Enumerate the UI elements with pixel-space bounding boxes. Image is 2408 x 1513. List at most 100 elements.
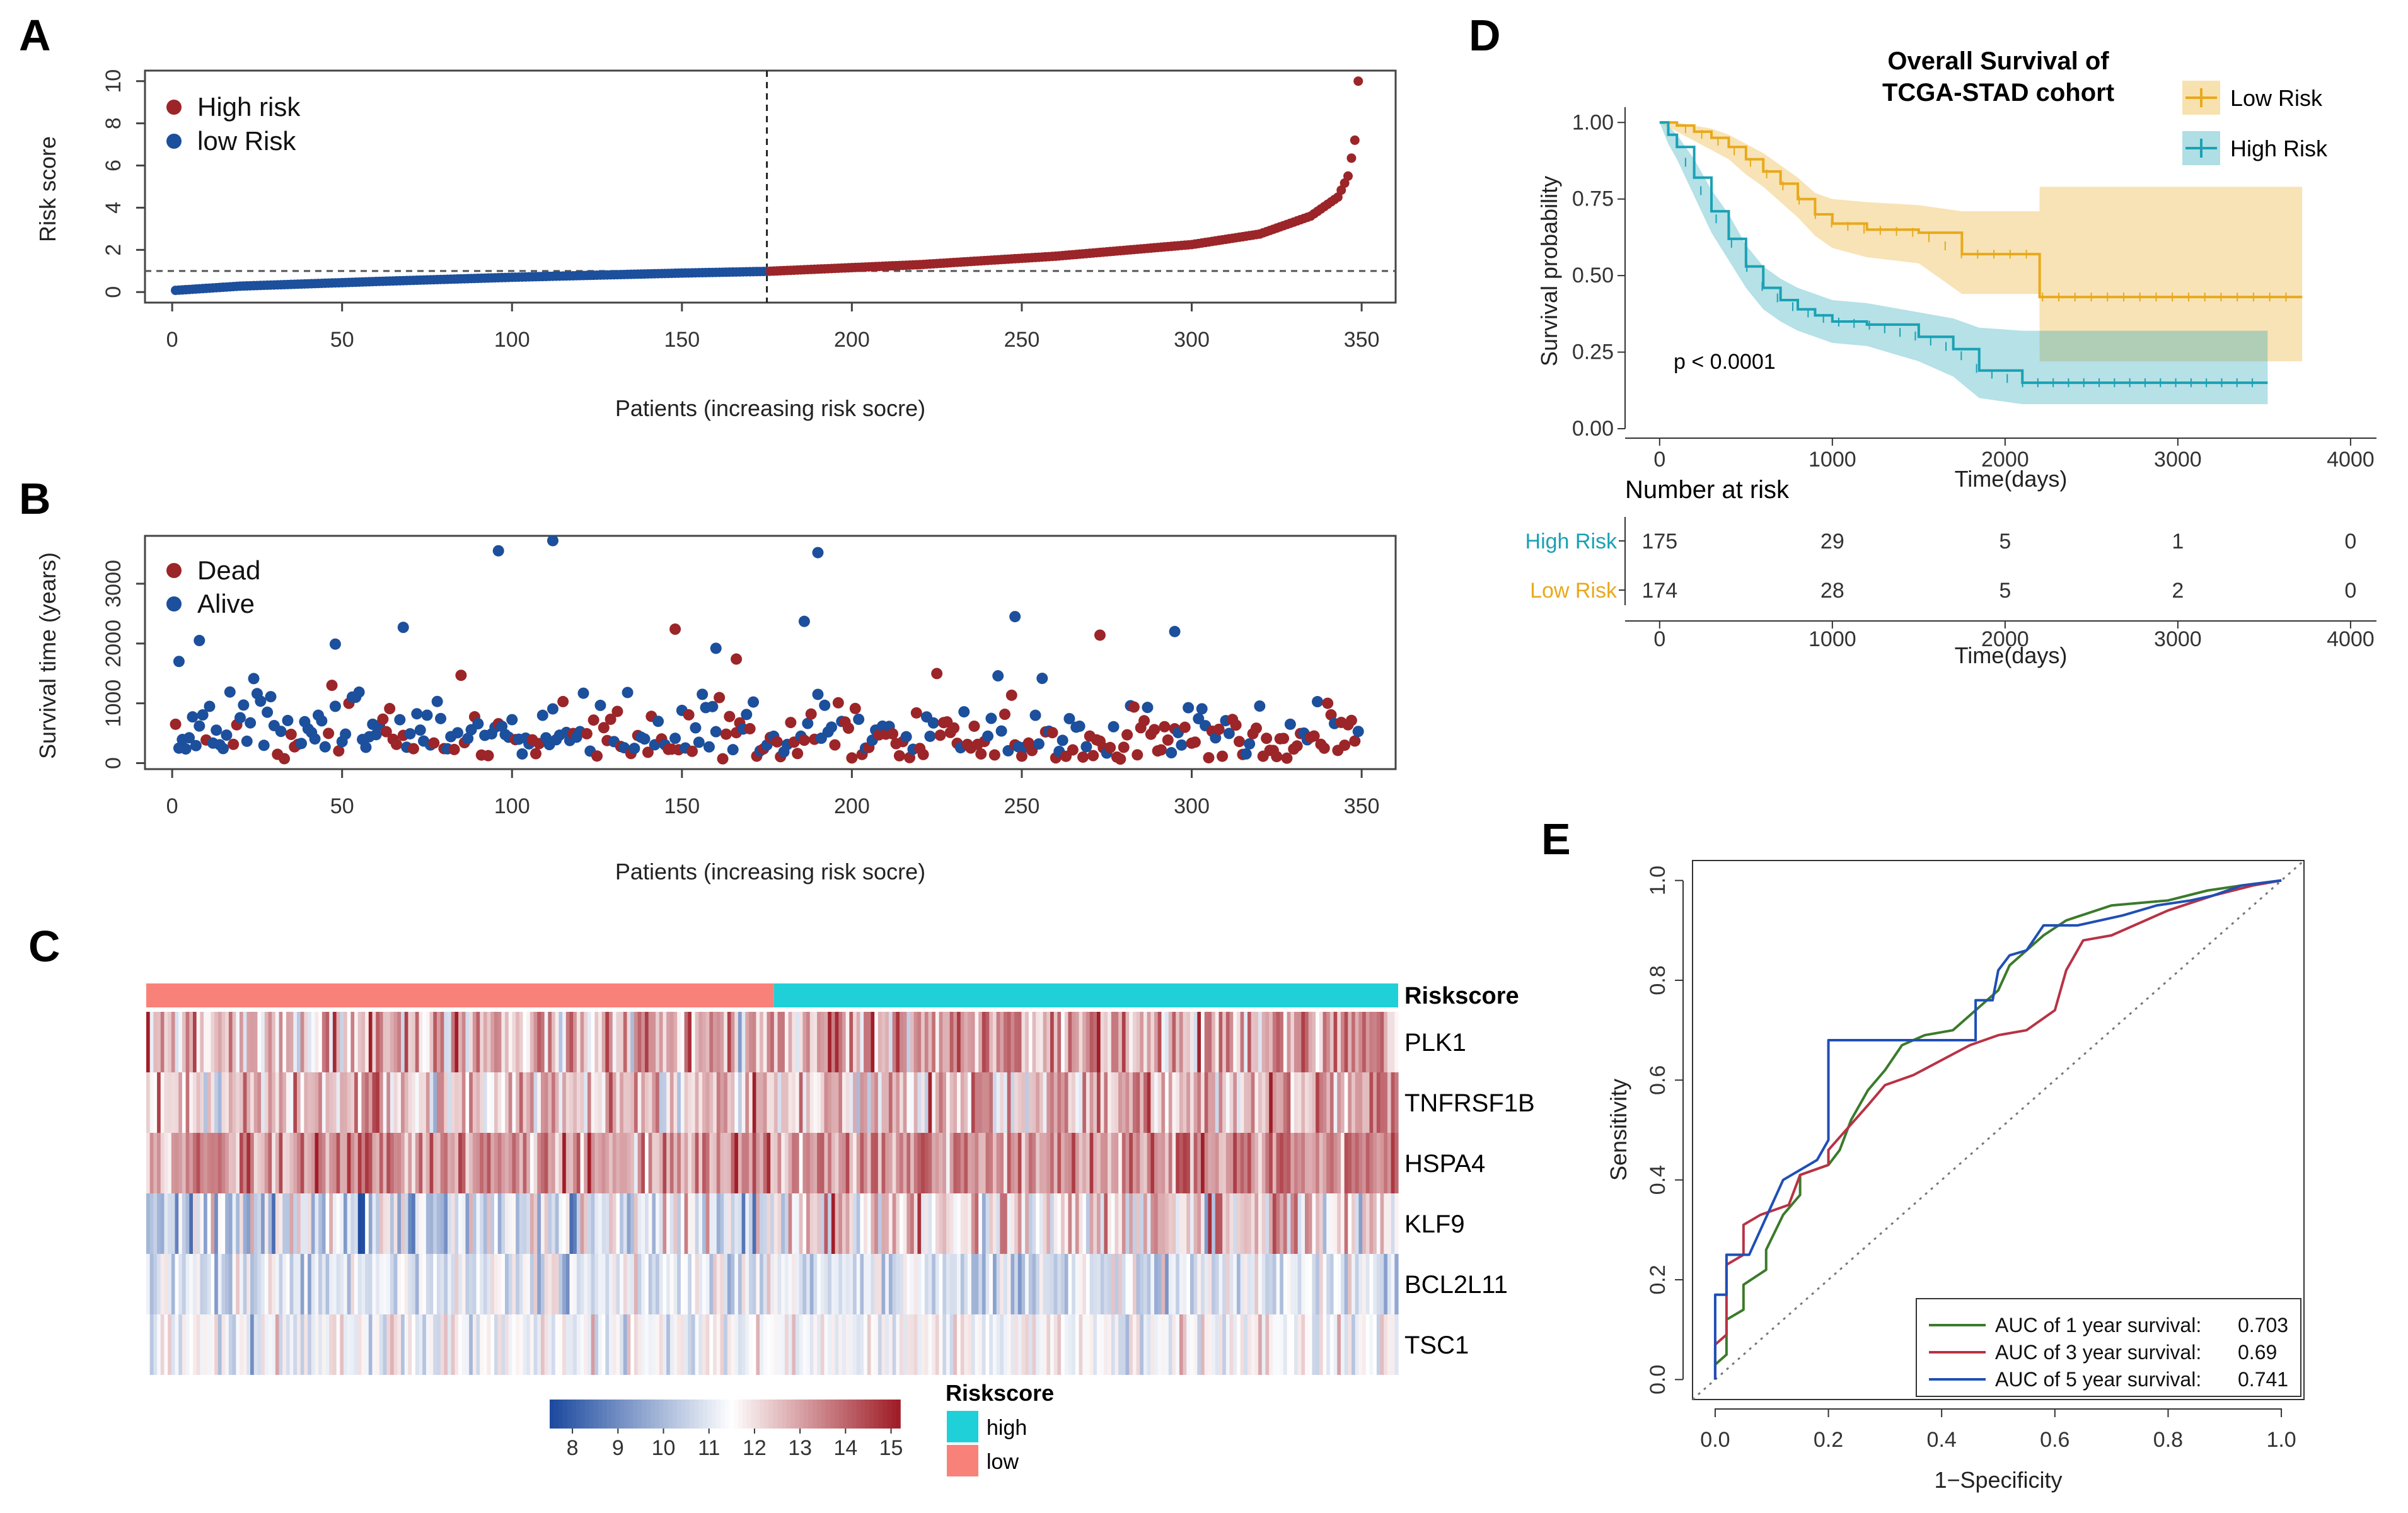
heatmap-cell	[204, 1254, 208, 1314]
heatmap-cell	[293, 1133, 298, 1193]
heatmap-cell	[1025, 1133, 1029, 1193]
dead-point	[975, 748, 987, 760]
heatmap-cell	[1165, 1133, 1169, 1193]
heatmap-cell	[1114, 1314, 1119, 1375]
heatmap-cell	[404, 1012, 409, 1072]
heatmap-cell	[1064, 1193, 1069, 1254]
dead-point	[988, 749, 1000, 761]
heatmap-cell	[390, 1012, 395, 1072]
heatmap-cell	[1222, 1012, 1227, 1072]
heatmap-cell	[1046, 1012, 1051, 1072]
heatmap-cell	[932, 1072, 936, 1133]
heatmap-cell	[924, 1254, 929, 1314]
x-tick-label: 0	[166, 328, 178, 352]
heatmap-cell	[680, 1012, 685, 1072]
heatmap-cell	[1384, 1012, 1388, 1072]
heatmap-cell	[289, 1254, 294, 1314]
heatmap-cell	[1064, 1012, 1069, 1072]
gene-label: HSPA4	[1404, 1150, 1485, 1178]
heatmap-cell	[634, 1133, 639, 1193]
heatmap-cell	[1014, 1314, 1019, 1375]
heatmap-cell	[164, 1254, 168, 1314]
heatmap-cell	[968, 1072, 972, 1133]
heatmap-cell	[767, 1254, 771, 1314]
risk-point	[1333, 192, 1343, 202]
heatmap-cell	[727, 1072, 732, 1133]
heatmap-cell	[533, 1314, 538, 1375]
heatmap-cell	[809, 1254, 814, 1314]
risk-row-label-high: High Risk	[1525, 530, 1618, 554]
heatmap-cell	[454, 1133, 459, 1193]
heatmap-cell	[601, 1072, 606, 1133]
heatmap-cell	[978, 1072, 983, 1133]
heatmap-cell	[178, 1254, 183, 1314]
heatmap-cell	[835, 1133, 839, 1193]
dead-point	[228, 738, 240, 750]
heatmap-cell	[892, 1133, 896, 1193]
heatmap-cell	[921, 1314, 925, 1375]
colorbar-segment	[567, 1400, 572, 1429]
heatmap-cell	[217, 1012, 223, 1072]
heatmap-cell	[824, 1193, 828, 1254]
heatmap-cell	[1333, 1314, 1338, 1375]
dead-point	[1308, 730, 1320, 742]
heatmap-cell	[981, 1072, 987, 1133]
heatmap-cell	[813, 1133, 818, 1193]
heatmap-cell	[171, 1254, 176, 1314]
heatmap-cell	[1355, 1314, 1360, 1375]
colorbar-segment	[707, 1400, 712, 1429]
heatmap-cell	[942, 1193, 947, 1254]
heatmap-cell	[1004, 1012, 1008, 1072]
heatmap-cell	[1183, 1012, 1187, 1072]
heatmap-cell	[1312, 1193, 1316, 1254]
heatmap-cell	[1329, 1012, 1334, 1072]
heatmap-cell	[404, 1133, 409, 1193]
heatmap-cell	[688, 1133, 692, 1193]
heatmap-cell	[461, 1012, 466, 1072]
heatmap-cell	[716, 1193, 721, 1254]
heatmap-cell	[1387, 1314, 1392, 1375]
heatmap-cell	[641, 1133, 645, 1193]
heatmap-cell	[257, 1193, 262, 1254]
heatmap-cell	[160, 1314, 165, 1375]
heatmap-row	[146, 1254, 1399, 1314]
heatmap-cell	[1150, 1012, 1155, 1072]
heatmap-cell	[1147, 1133, 1151, 1193]
heatmap-cell	[448, 1314, 452, 1375]
heatmap-cell	[992, 1314, 997, 1375]
heatmap-cell	[562, 1254, 567, 1314]
heatmap-cell	[1043, 1072, 1047, 1133]
heatmap-cell	[1193, 1254, 1198, 1314]
heatmap-cell	[332, 1193, 337, 1254]
heatmap-cell	[350, 1012, 355, 1072]
legend-label-dead: Dead	[197, 555, 260, 585]
heatmap-cell	[548, 1193, 552, 1254]
heatmap-cell	[425, 1012, 431, 1072]
heatmap-cell	[781, 1012, 785, 1072]
heatmap-cell	[1369, 1012, 1374, 1072]
colorbar-segment	[589, 1400, 594, 1429]
heatmap-cell	[343, 1133, 348, 1193]
heatmap-cell	[454, 1254, 459, 1314]
heatmap-cell	[1352, 1012, 1356, 1072]
dead-point	[771, 736, 783, 748]
heatmap-cell	[1225, 1314, 1230, 1375]
heatmap-cell	[1283, 1072, 1288, 1133]
heatmap-cell	[1111, 1193, 1116, 1254]
heatmap-cell	[824, 1314, 828, 1375]
heatmap-cell	[1150, 1193, 1155, 1254]
heatmap-cell	[1085, 1133, 1091, 1193]
heatmap-cell	[153, 1133, 158, 1193]
alive-point	[431, 695, 443, 707]
heatmap-cell	[225, 1072, 229, 1133]
heatmap-cell	[1265, 1072, 1270, 1133]
heatmap-cell	[1140, 1072, 1144, 1133]
heatmap-cell	[185, 1254, 190, 1314]
heatmap-cell	[1125, 1254, 1130, 1314]
heatmap-cell	[321, 1072, 327, 1133]
heatmap-cell	[268, 1072, 272, 1133]
heatmap-cell	[361, 1072, 366, 1133]
heatmap-cell	[705, 1012, 710, 1072]
colorbar-segment	[637, 1400, 642, 1429]
heatmap-cell	[286, 1012, 291, 1072]
